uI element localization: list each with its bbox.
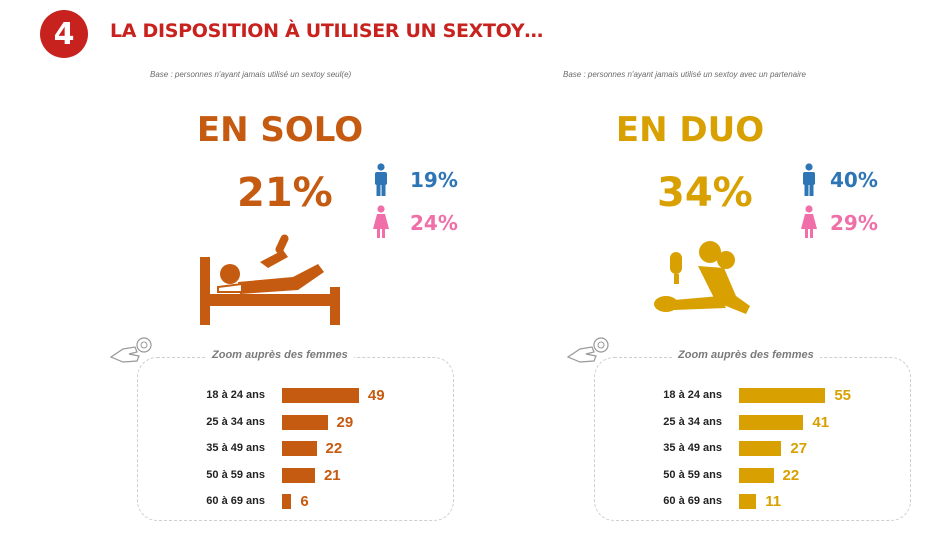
woman-icon — [801, 205, 817, 238]
bar — [739, 494, 757, 509]
category-label: 50 à 59 ans — [206, 468, 265, 481]
woman-icon — [373, 205, 389, 238]
bar — [282, 467, 315, 483]
duo-men-percent: 40% — [830, 168, 878, 192]
category-label: 25 à 34 ans — [663, 415, 722, 428]
data-label: 22 — [325, 440, 343, 457]
section-number-badge: 4 — [40, 10, 88, 58]
category-label: 18 à 24 ans — [663, 389, 722, 401]
bar — [282, 388, 359, 403]
hand-icon — [109, 337, 152, 363]
data-label: 29 — [336, 413, 354, 431]
data-label: 41 — [812, 413, 830, 431]
man-icon — [803, 163, 815, 196]
duo-base-note: Base : personnes n'ayant jamais utilisé … — [563, 70, 806, 79]
solo-base-note: Base : personnes n'ayant jamais utilisé … — [150, 70, 352, 79]
category-label: 60 à 69 ans — [663, 495, 722, 507]
duo-title: EN DUO — [615, 110, 765, 150]
data-label: 27 — [790, 440, 808, 457]
data-label: 11 — [765, 493, 782, 510]
solo-title: EN SOLO — [196, 110, 364, 150]
bar — [739, 414, 804, 430]
category-label: 60 à 69 ans — [206, 495, 265, 507]
bar — [282, 441, 317, 456]
person-in-bed-icon — [200, 234, 340, 325]
data-label: 55 — [834, 387, 852, 404]
data-label: 6 — [300, 493, 309, 510]
category-label: 50 à 59 ans — [663, 468, 722, 481]
man-icon — [375, 163, 387, 196]
page-title: LA DISPOSITION À UTILISER UN SEXTOY… — [110, 20, 543, 42]
bar — [739, 467, 774, 483]
solo-women-percent: 24% — [410, 211, 458, 235]
solo-total-percent: 21% — [237, 170, 333, 216]
data-label: 22 — [782, 466, 800, 484]
category-label: 25 à 34 ans — [206, 415, 265, 428]
category-label: 18 à 24 ans — [206, 389, 265, 401]
couple-icon — [654, 241, 750, 314]
data-label: 21 — [323, 466, 341, 484]
bar — [282, 414, 328, 430]
hand-icon — [566, 337, 609, 363]
category-label: 35 à 49 ans — [663, 442, 722, 454]
category-label: 35 à 49 ans — [206, 442, 265, 454]
bar — [282, 494, 292, 509]
solo-men-percent: 19% — [410, 168, 458, 192]
duo-women-percent: 29% — [830, 211, 878, 235]
solo-zoom-label: Zoom auprès des femmes — [206, 349, 354, 361]
duo-total-percent: 34% — [657, 170, 753, 216]
duo-zoom-label: Zoom auprès des femmes — [672, 349, 820, 361]
bar — [739, 441, 782, 456]
bar — [739, 388, 826, 403]
data-label: 49 — [367, 387, 385, 404]
